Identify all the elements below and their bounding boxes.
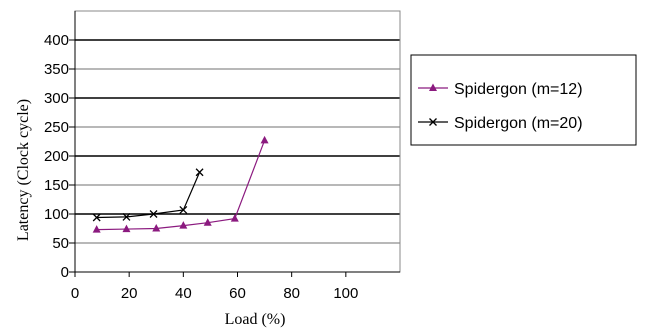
y-tick-label: 100 (44, 206, 69, 223)
y-tick-label: 350 (44, 61, 69, 78)
legend-label: Spidergon (m=20) (454, 115, 583, 132)
y-tick-label: 50 (52, 235, 69, 252)
point-triangle-legend (429, 83, 437, 91)
legend-item-2: Spidergon (m=20) (418, 115, 583, 132)
point-x (149, 210, 158, 218)
x-tick-label: 40 (175, 285, 192, 302)
y-tick-label: 250 (44, 119, 69, 136)
y-tick-label: 300 (44, 90, 69, 107)
series-lines (92, 135, 269, 233)
point-x-legend (429, 118, 437, 126)
legend-item-1: Spidergon (m=12) (418, 81, 583, 98)
plot-area (74, 10, 401, 273)
y-tick-label: 400 (44, 32, 69, 49)
legend-label: Spidergon (m=12) (454, 81, 583, 98)
series-1 (92, 135, 269, 233)
y-tick-label: 150 (44, 177, 69, 194)
legend-box (410, 54, 637, 146)
x-tick-label: 60 (229, 285, 246, 302)
point-x (92, 213, 101, 222)
series-2 (92, 168, 204, 222)
point-x (195, 168, 204, 177)
y-tick-label: 200 (44, 148, 69, 165)
x-axis-label: Load (%) (225, 311, 286, 328)
point-triangle (203, 218, 212, 226)
point-triangle (122, 224, 131, 233)
point-triangle (179, 221, 188, 229)
x-tick-label: 0 (71, 285, 79, 302)
point-x (179, 205, 188, 214)
x-tick-label: 100 (333, 285, 358, 302)
legend: Spidergon (m=12) Spidergon (m=20) (410, 54, 637, 146)
point-triangle (230, 214, 239, 222)
axes (74, 11, 400, 273)
point-triangle (260, 135, 269, 144)
point-triangle (92, 225, 101, 233)
point-triangle (152, 224, 161, 232)
y-tick-label: 0 (61, 264, 69, 281)
y-axis-label: Latency (Clock cycle) (15, 99, 32, 241)
point-x (122, 212, 131, 221)
x-tick-labels: 0 20 40 60 80 100 (71, 272, 358, 302)
x-tick-label: 80 (283, 285, 300, 302)
x-tick-label: 20 (121, 285, 138, 302)
y-tick-labels: 0 50 100 150 200 250 300 350 400 (44, 32, 75, 281)
